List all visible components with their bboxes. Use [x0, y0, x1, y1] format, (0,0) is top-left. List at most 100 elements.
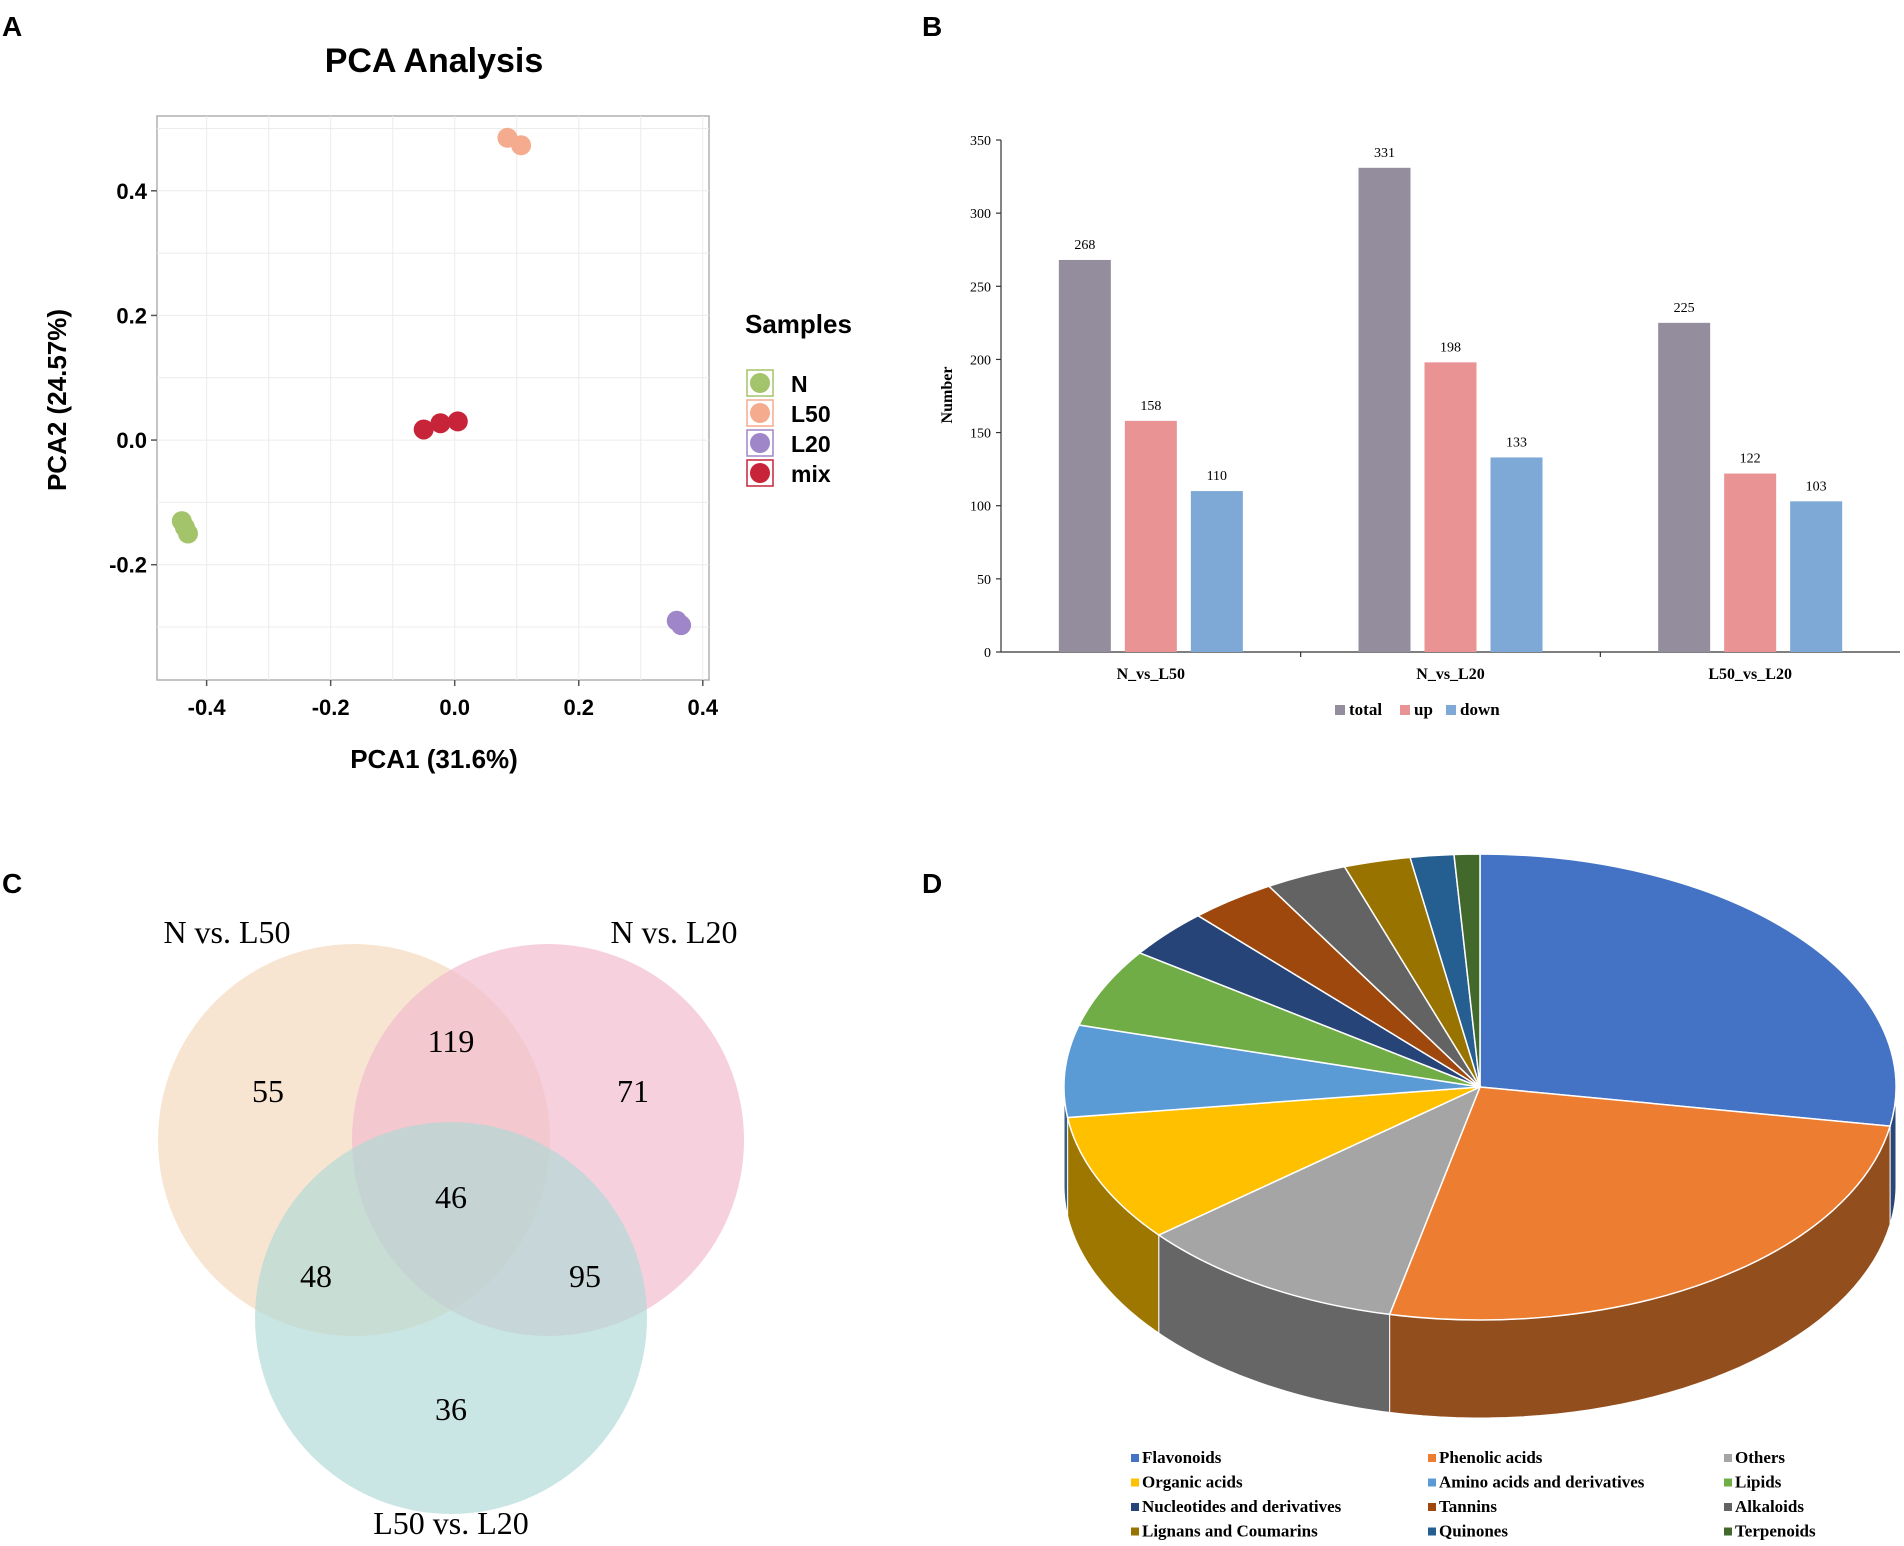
bar-up-n-vs-l20 [1424, 362, 1477, 652]
pie-chart-panel: Flavonoids Phenolic acids Others Organic ac… [1063, 853, 1897, 1541]
pca-point-n [178, 523, 199, 544]
pie-legend-label-lignans-and-coumarins: Lignans and Coumarins [1142, 1522, 1318, 1541]
pca-grid [157, 116, 709, 680]
panel-label-c: C [2, 868, 22, 899]
pie-legend-label-alkaloids: Alkaloids [1735, 1497, 1804, 1516]
panel-label-d: D [922, 868, 942, 899]
bar-legend-label-down: down [1460, 700, 1500, 719]
pca-ticks: -0.4 -0.2 0.0 0.2 0.4 -0.2 0.0 0.2 0.4 [109, 179, 719, 720]
panel-label-a: A [2, 11, 22, 42]
bar-value-label: 268 [1074, 238, 1095, 253]
pca-x-tick-label: 0.4 [688, 695, 719, 720]
pca-y-tick-label: 0.4 [116, 179, 147, 204]
bar-total-n-vs-l50 [1058, 259, 1111, 652]
venn-circle-l50-vs-l20 [255, 1122, 647, 1514]
bar-legend: total up down [1335, 700, 1500, 719]
pie-legend-swatch-flavonoids [1131, 1454, 1139, 1462]
pca-point-mix [447, 411, 468, 432]
bar-down-n-vs-l20 [1490, 457, 1543, 652]
bar-value-label: 133 [1506, 435, 1527, 450]
bar-bars: 268 158 110 N_vs_L50 331 198 133 N_vs_L20 225 122… [1058, 146, 1843, 683]
venn-region-a-c: 48 [300, 1258, 332, 1294]
pie-legend-label-lipids: Lipids [1735, 1473, 1782, 1492]
pca-y-tick-label: 0.2 [116, 303, 147, 328]
pca-y-tick-label: -0.2 [109, 553, 147, 578]
venn-panel: N vs. L50 N vs. L20 L50 vs. L20 55 71 11… [158, 914, 744, 1541]
venn-region-only-a: 55 [252, 1073, 284, 1109]
bar-value-label: 198 [1440, 340, 1461, 355]
pca-point-mix [430, 413, 451, 434]
bar-y-tick-label: 250 [970, 280, 991, 295]
venn-region-only-c: 36 [435, 1391, 467, 1427]
bar-down-l50-vs-l20 [1790, 501, 1843, 652]
pie-legend-swatch-lipids [1724, 1478, 1732, 1487]
bar-legend-swatch-up [1400, 705, 1410, 715]
pca-point-l50 [511, 135, 532, 156]
pca-y-tick-label: 0.0 [116, 428, 147, 453]
pie-legend: Flavonoids Phenolic acids Others Organic ac… [1131, 1448, 1816, 1541]
venn-region-b-c: 95 [569, 1258, 601, 1294]
pca-x-axis-label: PCA1 (31.6%) [350, 744, 518, 774]
venn-region-only-b: 71 [617, 1073, 649, 1109]
panel-label-b: B [922, 11, 942, 42]
bar-y-tick-label: 100 [970, 500, 991, 515]
bar-y-tick-label: 200 [970, 353, 991, 368]
pca-legend-marker-n [750, 373, 770, 393]
bar-value-label: 158 [1140, 399, 1161, 414]
pie-legend-swatch-amino-acids-and-derivatives [1428, 1478, 1436, 1487]
pie-top [1063, 853, 1897, 1321]
bar-legend-label-total: total [1349, 700, 1382, 719]
venn-set-label-l50-vs-l20: L50 vs. L20 [373, 1505, 529, 1541]
pca-plot-frame [156, 115, 710, 681]
pca-x-tick-label: -0.4 [188, 695, 227, 720]
pca-legend-marker-mix [750, 463, 770, 483]
pie-legend-swatch-quinones [1428, 1527, 1436, 1536]
pca-legend-title: Samples [745, 309, 852, 339]
pie-legend-swatch-organic-acids [1131, 1478, 1139, 1487]
bar-y-axis-label: Number [939, 367, 956, 424]
pie-legend-swatch-tannins [1428, 1503, 1436, 1511]
pie-legend-label-phenolic-acids: Phenolic acids [1439, 1448, 1543, 1467]
bar-y-tick-label: 0 [984, 646, 991, 661]
pca-x-tick-label: -0.2 [312, 695, 350, 720]
pca-point-l20 [671, 615, 692, 636]
bar-y-tick-label: 50 [977, 573, 991, 588]
pie-legend-label-others: Others [1735, 1448, 1785, 1467]
bar-y-tick-label: 350 [970, 134, 991, 149]
bar-y-tick-label: 150 [970, 427, 991, 442]
bar-category-label-n-vs-l20: N_vs_L20 [1416, 666, 1484, 683]
pie-legend-label-amino-acids-and-derivatives: Amino acids and derivatives [1439, 1473, 1645, 1492]
pie-slice-amino-acids-and-derivatives [1063, 1024, 1481, 1119]
pie-slice-phenolic-acids [1388, 1086, 1892, 1321]
bar-up-n-vs-l50 [1124, 420, 1177, 652]
venn-region-a-b-c: 46 [435, 1179, 467, 1215]
pie-slice-others [1157, 1085, 1482, 1316]
pie-legend-swatch-terpenoids [1724, 1527, 1732, 1536]
pca-title: PCA Analysis [325, 42, 544, 80]
pca-legend-marker-l20 [750, 433, 770, 453]
bar-value-label: 331 [1374, 146, 1395, 161]
bar-up-l50-vs-l20 [1724, 473, 1777, 652]
venn-set-label-n-vs-l50: N vs. L50 [163, 914, 290, 950]
pie-legend-swatch-alkaloids [1724, 1503, 1732, 1511]
pie-legend-label-quinones: Quinones [1439, 1522, 1508, 1541]
bar-category-label-l50-vs-l20: L50_vs_L20 [1708, 666, 1792, 683]
venn-region-a-b: 119 [428, 1023, 475, 1059]
pie-legend-label-flavonoids: Flavonoids [1142, 1448, 1222, 1467]
pie-legend-swatch-others [1724, 1454, 1732, 1462]
bar-value-label: 103 [1806, 479, 1827, 494]
venn-set-label-n-vs-l20: N vs. L20 [610, 914, 737, 950]
bar-legend-swatch-total [1335, 705, 1345, 715]
pca-legend-marker-l50 [750, 403, 770, 423]
bar-legend-label-up: up [1414, 700, 1433, 719]
pca-legend: N L50 L20 mix [746, 369, 831, 487]
pca-point-mix [413, 419, 434, 440]
pie-legend-label-terpenoids: Terpenoids [1735, 1522, 1816, 1541]
pie-slice-organic-acids [1066, 1086, 1481, 1236]
pca-legend-label-l50: L50 [791, 401, 831, 427]
pca-x-tick-label: 0.0 [439, 695, 470, 720]
bar-legend-swatch-down [1446, 705, 1456, 715]
bar-chart-panel: Number 0 50 100 150 200 250 300 350 268 158 110 N_… [939, 134, 1900, 719]
pie-sides [1063, 1087, 1897, 1419]
pca-x-tick-label: 0.2 [563, 695, 594, 720]
